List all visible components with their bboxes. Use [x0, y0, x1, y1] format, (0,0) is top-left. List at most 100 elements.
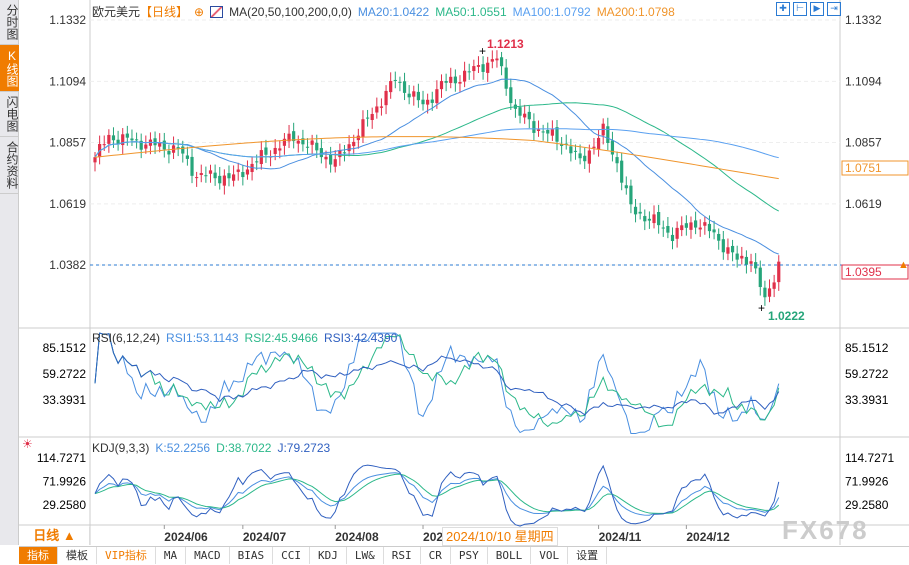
symbol-name: 欧元美元 — [92, 5, 141, 19]
zoom-range-icon[interactable]: ⊢ — [793, 2, 807, 16]
candle-body — [670, 234, 675, 242]
tab-6[interactable]: CCI — [273, 547, 310, 564]
tab-5[interactable]: BIAS — [230, 547, 274, 564]
period-label: 【日线】 — [140, 5, 189, 19]
tab-10[interactable]: CR — [421, 547, 451, 564]
candle-body — [657, 212, 661, 226]
tab-11[interactable]: PSY — [451, 547, 488, 564]
candle-body — [684, 223, 688, 228]
price-tick-right: 1.1332 — [845, 13, 882, 27]
ma100-line — [94, 128, 779, 159]
candle-body — [107, 134, 111, 144]
candle-body — [730, 245, 735, 253]
kdj-d-value: D:38.7022 — [216, 441, 272, 455]
candle-body — [592, 146, 596, 148]
candle-body — [573, 150, 578, 152]
candle-body — [416, 91, 420, 101]
candle-body — [347, 144, 351, 152]
candle-body — [439, 81, 444, 90]
candle-body — [245, 169, 250, 175]
candle-body — [444, 81, 448, 83]
candle-body — [694, 220, 698, 228]
candle-body — [278, 148, 282, 151]
candle-body — [93, 157, 97, 163]
tab-contract-info[interactable]: 合约资料 — [0, 137, 19, 194]
price-chart[interactable]: 1.1332 1.1332 1.1094 1.1094 1.0857 1.0857 1.06… — [0, 0, 909, 545]
candle-body — [689, 222, 693, 230]
rsi2-line — [94, 332, 780, 428]
candle-body — [666, 226, 670, 233]
last-price-tag: 1.0395 — [845, 265, 882, 279]
candle-body — [305, 146, 310, 148]
candle-body — [153, 138, 157, 146]
add-icon[interactable]: ⊕ — [194, 4, 205, 19]
rsi-tick-right: 33.3931 — [845, 393, 889, 407]
exit-icon[interactable]: ⇥ — [827, 2, 841, 16]
candle-body — [472, 66, 476, 72]
candles — [93, 50, 781, 306]
settings-sun-icon[interactable]: ☀ — [22, 437, 33, 451]
low-marker: + — [758, 301, 765, 315]
watermark-logo: FX678 — [782, 515, 869, 545]
ma200-price-tag: 1.0751 — [845, 161, 882, 175]
tab-0[interactable]: 指标 — [19, 547, 58, 564]
candle-body — [615, 157, 619, 164]
ma20-value: MA20:1.0422 — [357, 4, 430, 19]
tab-13[interactable]: VOL — [531, 547, 569, 564]
tab-7[interactable]: KDJ — [310, 547, 347, 564]
candle-body — [504, 67, 508, 89]
candle-body — [384, 90, 388, 106]
x-tick-label: 2024/07 — [243, 530, 287, 544]
tab-2[interactable]: VIP指标 — [97, 547, 156, 564]
crosshair-icon[interactable]: ✚ — [776, 2, 790, 16]
candle-body — [412, 91, 416, 97]
tab-12[interactable]: BOLL — [488, 547, 532, 564]
tab-9[interactable]: RSI — [384, 547, 421, 564]
tab-flash[interactable]: 闪电图 — [0, 92, 19, 137]
rsi1-line — [94, 332, 780, 435]
tab-1[interactable]: 模板 — [58, 547, 97, 564]
candle-body — [365, 117, 370, 119]
price-tick-right: 1.0857 — [845, 136, 882, 150]
candle-body — [744, 256, 749, 265]
candle-body — [356, 135, 360, 141]
candle-body — [624, 185, 628, 189]
rsi-tick-right: 85.1512 — [845, 341, 889, 355]
kdj-j-line — [94, 464, 780, 527]
candle-body — [675, 227, 679, 239]
x-tick-label: 2024/11 — [599, 530, 642, 544]
candle-body — [398, 81, 402, 83]
candle-body — [162, 140, 166, 150]
ma200-value: MA200:1.0798 — [596, 4, 675, 19]
sidebar: 分时图 K线图 闪电图 合约资料 — [0, 0, 19, 545]
candle-body — [426, 99, 430, 105]
candle-body — [176, 147, 180, 149]
tab-4[interactable]: MACD — [186, 547, 230, 564]
candle-body — [430, 99, 434, 103]
candle-body — [185, 155, 189, 159]
candle-body — [638, 211, 642, 214]
candle-body — [777, 261, 781, 283]
play-icon[interactable]: ▶ — [810, 2, 824, 16]
candle-body — [647, 218, 651, 221]
tab-3[interactable]: MA — [156, 547, 187, 564]
tab-8[interactable]: LW& — [347, 547, 384, 564]
tab-14[interactable]: 设置 — [568, 547, 608, 564]
candle-body — [564, 143, 568, 145]
candle-body — [264, 147, 268, 155]
period-selector[interactable]: 日线 ▲ — [20, 527, 90, 545]
price-tick-right: 1.1094 — [845, 74, 882, 88]
tab-kline[interactable]: K线图 — [0, 45, 19, 92]
candle-body — [476, 65, 481, 67]
candle-body — [296, 140, 300, 144]
tab-timeshare[interactable]: 分时图 — [0, 0, 19, 45]
candle-body — [587, 150, 591, 164]
candle-body — [606, 126, 610, 144]
x-tick-label: 2024/12 — [686, 530, 730, 544]
candle-body — [680, 225, 684, 231]
candle-body — [134, 139, 139, 141]
indicator-chart-icon[interactable] — [210, 5, 224, 18]
candle-body — [370, 113, 374, 120]
kdj-k-value: K:52.2256 — [155, 441, 211, 455]
low-price-label: 1.0222 — [768, 309, 805, 323]
